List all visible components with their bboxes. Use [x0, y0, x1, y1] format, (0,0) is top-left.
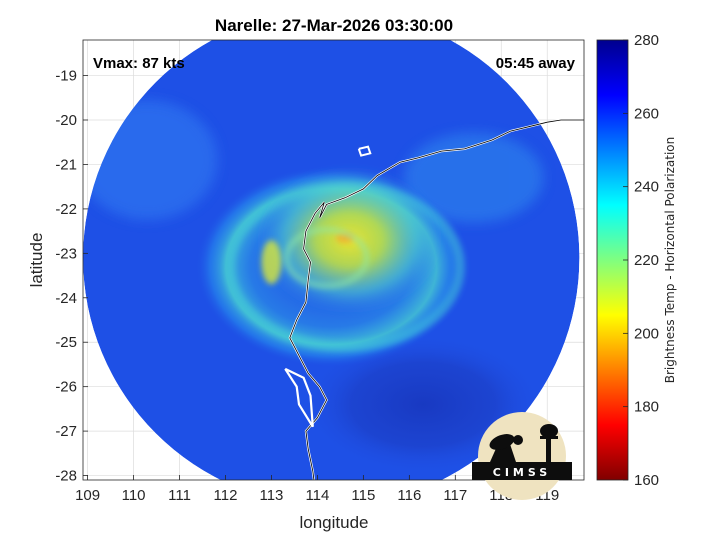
x-tick-label: 115: [351, 487, 375, 504]
x-tick-label: 113: [259, 487, 283, 504]
colorbar-tick-label: 240: [634, 179, 659, 196]
colorbar-gradient: [596, 39, 629, 481]
y-tick-label: -20: [55, 112, 77, 129]
y-tick-label: -19: [55, 68, 77, 85]
colorbar-tick-label: 180: [634, 399, 659, 416]
y-tick-label: -23: [55, 245, 77, 262]
colorbar-tick-label: 220: [634, 252, 659, 269]
y-tick-label: -28: [55, 468, 77, 485]
colorbar-tick-label: 280: [634, 32, 659, 49]
x-tick-label: 110: [122, 487, 146, 504]
y-axis-label: latitude: [27, 233, 46, 288]
colorbar-tick-label: 160: [634, 472, 659, 489]
y-tick-label: -22: [55, 201, 77, 218]
colorbar-tick-label: 200: [634, 325, 659, 342]
y-tick-label: -25: [55, 334, 77, 351]
vmax-label: Vmax: 87 kts: [93, 55, 185, 72]
cimss-logo: CIMSS: [472, 412, 572, 500]
cimss-logo-text: CIMSS: [493, 466, 551, 479]
y-tick-label: -26: [55, 379, 77, 396]
swath-northeast-band: [403, 132, 544, 223]
time-away-label: 05:45 away: [496, 55, 576, 72]
coastline-outline: [289, 119, 584, 480]
x-tick-label: 117: [443, 487, 467, 504]
x-axis-label: longitude: [299, 513, 368, 532]
shark-bay-coastline: [284, 367, 314, 428]
x-tick-label: 112: [214, 487, 238, 504]
colorbar-label: Brightness Temp - Horizontal Polarizatio…: [663, 137, 677, 384]
colorbar-tick-label: 260: [634, 105, 659, 122]
y-tick-label: -27: [55, 423, 77, 440]
x-tick-label: 109: [75, 487, 100, 504]
y-tick-label: -21: [55, 156, 77, 173]
swath-eyewall-west: [261, 240, 282, 285]
colorbar: 280 260 240 220 200 180 160 Brightness Temp - …: [596, 32, 677, 489]
chart-title: Narelle: 27-Mar-2026 03:30:00: [215, 16, 453, 35]
axis-ticks: 109 110 111 112 113 114 115 116 117 118 119-19-20-…: [55, 68, 559, 504]
x-tick-label: 111: [168, 487, 191, 504]
axes-frame: [82, 39, 585, 481]
x-tick-label: 114: [305, 487, 329, 504]
swath-inner-band: [283, 226, 370, 289]
y-tick-label: -24: [55, 290, 77, 307]
x-tick-label: 116: [397, 487, 421, 504]
island-outline: [357, 145, 372, 157]
colorbar-ticks: 280 260 240 220 200 180 160: [623, 32, 659, 489]
